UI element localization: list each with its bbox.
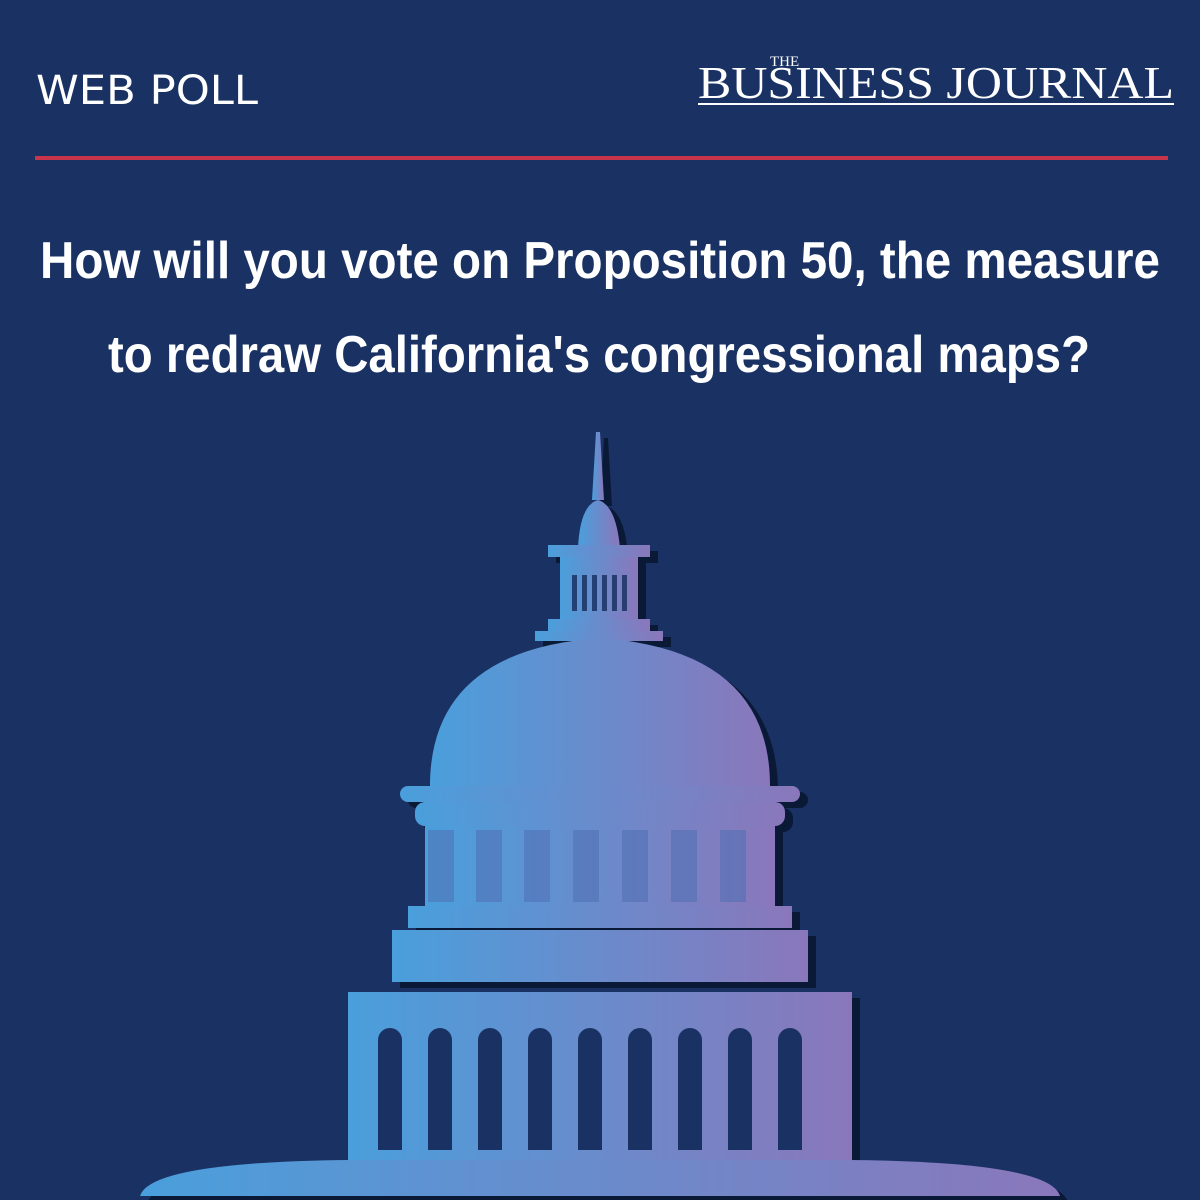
web-poll-label: WEB POLL [36, 68, 259, 114]
question-line: How will you vote on Proposition 50, the… [40, 232, 1160, 290]
capitol-illustration [140, 432, 1068, 1200]
logo-main: BUSINESS JOURNAL [698, 57, 1174, 108]
logo-rule [698, 103, 1174, 105]
question-line: to redraw California's congressional map… [108, 326, 1090, 384]
divider [35, 156, 1168, 160]
logo-small: THE [770, 54, 799, 70]
